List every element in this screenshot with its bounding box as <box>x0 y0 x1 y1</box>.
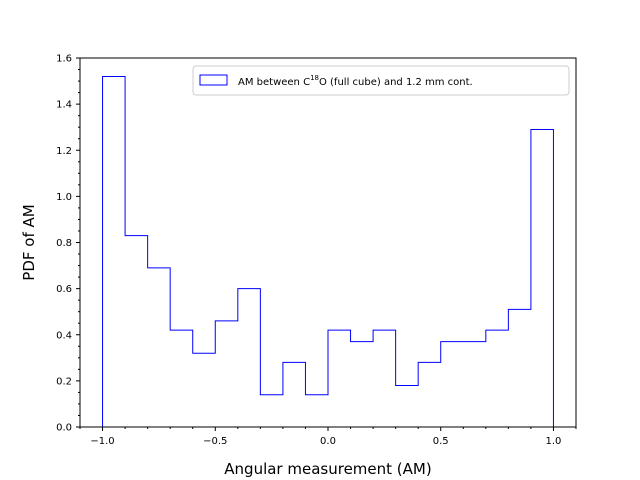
x-tick-label: −1.0 <box>90 436 114 447</box>
legend-label-pre: AM between C <box>238 77 310 88</box>
y-tick-label: 0.0 <box>56 423 72 434</box>
legend-swatch <box>199 74 228 86</box>
legend-box <box>192 65 570 96</box>
legend-label: AM between C18O (full cube) and 1.2 mm c… <box>238 74 473 88</box>
y-tick-label: 0.2 <box>56 376 72 387</box>
x-tick-label: 0.0 <box>320 436 336 447</box>
y-tick-label: 1.2 <box>56 146 72 157</box>
legend-label-post: O (full cube) and 1.2 mm cont. <box>319 77 473 88</box>
y-tick-label: 0.4 <box>56 330 72 341</box>
legend-label-sup: 18 <box>310 74 319 82</box>
y-tick-label: 0.6 <box>56 284 72 295</box>
histogram-outline-series-0 <box>102 75 554 427</box>
x-tick-label: 1.0 <box>546 436 562 447</box>
x-tick-label: 0.5 <box>433 436 449 447</box>
y-tick-label: 1.6 <box>56 54 72 65</box>
plot-frame <box>79 57 577 428</box>
marks-layer <box>102 75 554 427</box>
legend: AM between C18O (full cube) and 1.2 mm c… <box>192 65 570 96</box>
y-tick-label: 1.0 <box>56 192 72 203</box>
x-tick-label: −0.5 <box>203 436 227 447</box>
y-axis-title: PDF of AM <box>20 204 38 280</box>
y-tick-label: 0.8 <box>56 238 72 249</box>
x-axis-title: Angular measurement (AM) <box>224 460 431 478</box>
y-tick-label: 1.4 <box>56 100 72 111</box>
